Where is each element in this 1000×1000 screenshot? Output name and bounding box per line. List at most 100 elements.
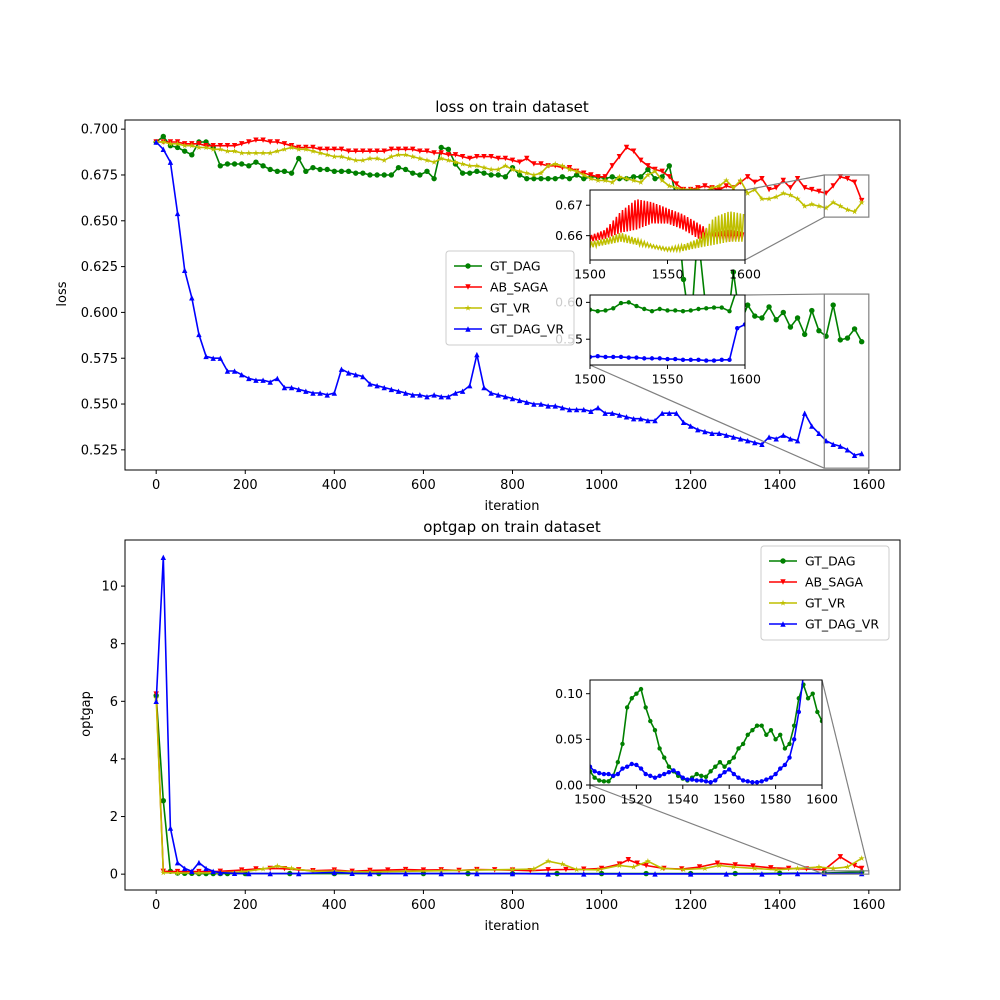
top-data-point: [402, 390, 409, 396]
top-legend-label: GT_DAG: [490, 259, 541, 274]
top-series-line: [155, 141, 862, 457]
top-inset-2-inset-data-point: [634, 355, 639, 360]
top-data-point: [474, 351, 480, 358]
top-data-point: [644, 171, 651, 178]
top-data-point: [203, 144, 210, 151]
bottom-inset-inset-data-point: [643, 705, 648, 710]
top-data-point: [659, 410, 665, 416]
top-data-point: [188, 142, 195, 149]
top-data-point: [224, 161, 231, 167]
top-data-point: [410, 146, 416, 153]
top-data-point: [260, 137, 266, 143]
bottom-data-point: [349, 870, 355, 876]
top-plot-area: 0 200 400 600 800 1000 1200 1400 1600 0.525 0.550 0…: [81, 119, 901, 493]
top-data-point: [516, 397, 523, 404]
bottom-inset-inset-data-point: [740, 778, 746, 783]
bottom-inset-connector-line: [821, 679, 870, 871]
top-data-point: [381, 148, 387, 154]
top-inset-2-inset-data-point: [657, 356, 662, 361]
top-data-point: [659, 168, 665, 175]
top-data-point: [744, 190, 751, 196]
top-data-point: [367, 172, 373, 178]
bottom-inset-inset-data-point: [708, 780, 713, 785]
top-data-point: [730, 434, 737, 440]
top-inset-2-inset-data-point: [626, 355, 631, 360]
top-data-point: [723, 432, 729, 438]
bottom-data-point: [630, 863, 637, 870]
bottom-data-point: [573, 866, 580, 873]
top-xtick-label: 1000: [585, 478, 618, 493]
bottom-chart-ylabel: optgap: [79, 691, 94, 737]
top-data-point: [830, 302, 836, 308]
top-data-point: [303, 168, 309, 175]
top-legend-label: AB_SAGA: [490, 280, 549, 295]
bottom-data-point: [509, 870, 516, 877]
bottom-inset-inset-data-point: [754, 780, 760, 785]
top-data-point: [609, 174, 615, 180]
top-inset-2-inset-data-point: [719, 357, 724, 363]
bottom-inset-inset-series-gt-dag-vr: [590, 680, 804, 785]
top-data-point: [252, 149, 259, 156]
top-inset-2-inset-plot: [590, 295, 745, 363]
top-inset-2-inset-xtick-label: 1550: [652, 372, 684, 387]
top-data-point: [174, 210, 181, 217]
bottom-xtick-label: 400: [322, 898, 347, 913]
top-data-point: [445, 157, 452, 163]
top-data-point: [360, 148, 366, 154]
bottom-inset-zoom-region: [823, 870, 870, 875]
top-data-point: [488, 153, 494, 160]
top-data-point: [752, 439, 758, 446]
top-data-point: [851, 326, 858, 332]
top-data-point: [588, 408, 594, 415]
top-data-point: [509, 395, 516, 402]
bottom-inset-inset-xtick-label: 1520: [620, 792, 652, 807]
top-data-point: [203, 353, 209, 360]
bottom-inset-inset-data-point: [652, 728, 658, 733]
top-data-point: [787, 436, 794, 442]
top-data-point: [310, 390, 316, 396]
top-inset-1-inset-plot: [590, 199, 745, 254]
top-data-point: [524, 399, 530, 405]
top-data-point: [324, 151, 331, 158]
top-data-point: [452, 152, 459, 158]
bottom-inset-inset-data-point: [590, 769, 593, 774]
bottom-data-point: [794, 865, 801, 871]
top-data-point: [609, 179, 616, 185]
top-data-point: [388, 386, 395, 393]
top-ytick-label: 0.525: [81, 443, 118, 458]
bottom-data-point: [196, 859, 202, 866]
top-ytick-label: 0.650: [81, 214, 118, 229]
top-data-point: [302, 146, 309, 152]
top-data-point: [317, 390, 323, 396]
bottom-inset-inset-data-point: [590, 764, 593, 769]
top-data-point: [602, 174, 608, 180]
bottom-inset-inset-data-point: [754, 723, 760, 728]
bottom-data-point: [696, 864, 703, 870]
top-data-point: [253, 377, 259, 383]
bottom-data-point: [837, 854, 844, 860]
top-inset-2-connector-line: [589, 364, 825, 469]
top-data-point: [352, 157, 359, 163]
top-data-point: [623, 414, 630, 420]
top-data-point: [231, 161, 238, 167]
top-inset-2-inset-data-point: [649, 356, 655, 361]
top-inset-2-inset-data-point: [704, 358, 709, 363]
top-data-point: [395, 151, 402, 158]
bottom-inset-inset-data-point: [675, 770, 681, 776]
top-data-point: [830, 199, 837, 206]
top-data-point: [374, 148, 380, 154]
top-data-point: [288, 170, 295, 176]
top-data-point: [630, 415, 637, 422]
top-data-point: [260, 377, 266, 383]
bottom-data-point: [385, 867, 391, 873]
top-inset-2-inset-data-point: [688, 357, 693, 363]
top-data-point: [687, 423, 694, 429]
top-inset-2-inset-data-point: [618, 354, 624, 360]
bottom-data-point: [858, 865, 865, 872]
top-data-point: [445, 146, 452, 153]
top-data-point: [837, 337, 844, 343]
top-data-point: [317, 166, 323, 173]
top-data-point: [395, 164, 402, 171]
top-data-point: [495, 155, 501, 162]
